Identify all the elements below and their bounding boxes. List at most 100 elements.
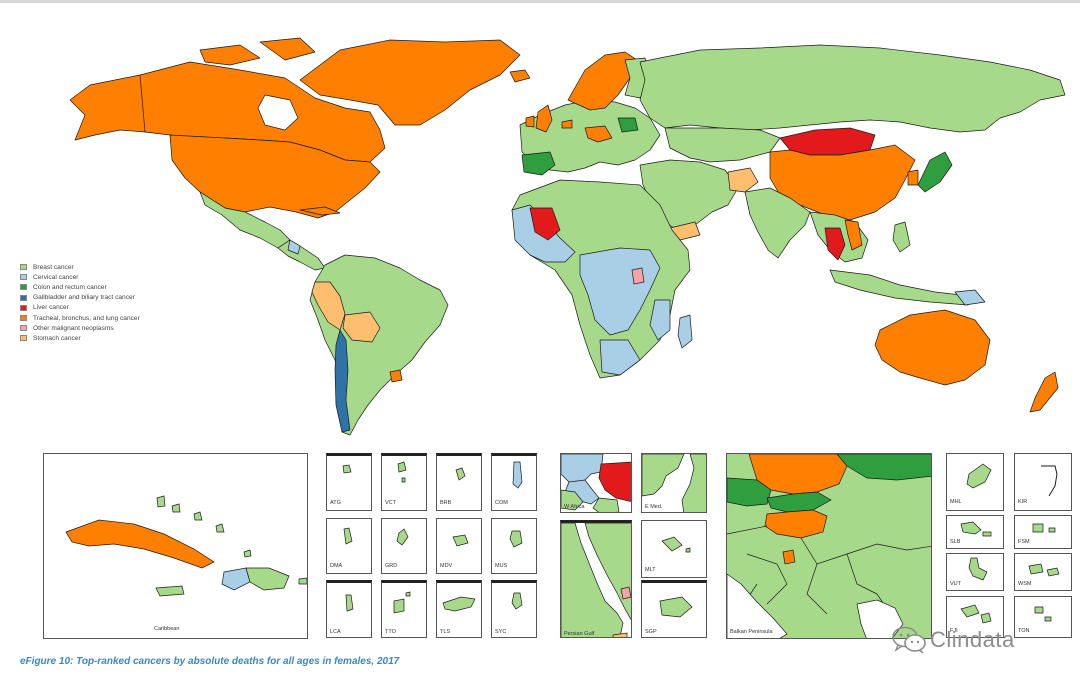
legend-swatch bbox=[20, 304, 27, 311]
inset-label: LCA bbox=[330, 629, 341, 635]
united-kingdom bbox=[535, 104, 553, 133]
qatar-other bbox=[620, 586, 631, 600]
inset-SYC: SYC bbox=[491, 580, 537, 638]
inset-label: VCT bbox=[385, 500, 396, 506]
island-shape bbox=[1032, 523, 1056, 533]
inset-label: BRB bbox=[440, 500, 452, 506]
korea bbox=[907, 169, 919, 186]
legend-item: Cervical cancer bbox=[20, 272, 140, 282]
alaska bbox=[69, 74, 146, 141]
island-shape bbox=[1034, 606, 1052, 622]
figure-caption: eFigure 10: Top-ranked cancers by absolu… bbox=[20, 656, 400, 667]
inset-BRB: BRB bbox=[436, 453, 482, 511]
arctic-island bbox=[199, 44, 261, 66]
legend-item: Colon and rectum cancer bbox=[20, 282, 140, 292]
chile bbox=[334, 329, 351, 433]
inset-TTO: TTO bbox=[381, 580, 427, 638]
inset-label: E Med. bbox=[645, 504, 663, 510]
central-america bbox=[277, 239, 326, 271]
island-shape bbox=[455, 467, 466, 481]
inset-label: MUS bbox=[495, 563, 508, 569]
inset-label: FSM bbox=[1018, 539, 1030, 545]
india bbox=[744, 187, 811, 259]
inset-label: Caribbean bbox=[154, 626, 180, 632]
inset-MHL: MHL bbox=[946, 453, 1004, 511]
island-shape bbox=[968, 557, 988, 581]
ireland bbox=[525, 115, 535, 128]
inset-DMA: DMA bbox=[326, 518, 372, 574]
legend-label: Cervical cancer bbox=[33, 273, 79, 281]
inset-e-med: E Med. bbox=[641, 453, 707, 513]
map-legend: Breast cancer Cervical cancer Colon and … bbox=[20, 262, 140, 344]
inset-LCA: LCA bbox=[326, 580, 372, 638]
inset-WSM: WSM bbox=[1014, 553, 1072, 591]
island-shape bbox=[509, 530, 523, 548]
inset-COM: COM bbox=[491, 453, 537, 511]
legend-swatch bbox=[20, 325, 27, 332]
guinea-bissau bbox=[561, 489, 584, 511]
watermark-text: Clindata bbox=[930, 627, 1015, 652]
legend-item: Gallbladder and biliary tract cancer bbox=[20, 293, 140, 303]
inset-MLT: MLT bbox=[641, 520, 707, 578]
island-shape bbox=[960, 604, 992, 624]
puerto-rico-inset bbox=[298, 577, 307, 585]
inset-FSM: FSM bbox=[1014, 515, 1072, 549]
island-shape bbox=[960, 521, 992, 537]
south-america bbox=[309, 254, 449, 436]
inset-label: MLT bbox=[645, 567, 656, 573]
small-island-inset bbox=[243, 549, 252, 558]
bahamas-inset bbox=[193, 511, 203, 521]
inset-label: ATG bbox=[330, 500, 341, 506]
legend-swatch bbox=[20, 315, 27, 322]
legend-label: Liver cancer bbox=[33, 304, 69, 312]
belarus-balkan bbox=[836, 454, 931, 481]
indonesia bbox=[829, 269, 971, 306]
wechat-icon bbox=[892, 626, 926, 654]
madagascar bbox=[677, 314, 693, 349]
island-shape bbox=[342, 464, 352, 474]
uruguay bbox=[389, 369, 403, 383]
philippines bbox=[892, 221, 911, 253]
central-asia bbox=[664, 127, 781, 163]
inset-label: W Africa bbox=[564, 504, 585, 510]
inset-label: MHL bbox=[950, 499, 962, 505]
island-shape bbox=[393, 591, 411, 614]
senegal bbox=[561, 454, 604, 485]
gulf-land-east bbox=[584, 523, 631, 621]
mali bbox=[529, 207, 561, 241]
e-med-land bbox=[681, 454, 706, 512]
island-shape bbox=[512, 461, 523, 489]
inset-label: GRD bbox=[385, 563, 398, 569]
legend-swatch bbox=[20, 274, 27, 281]
island-shape bbox=[397, 461, 407, 483]
spain bbox=[521, 151, 556, 176]
sierra-leone bbox=[592, 497, 620, 512]
southern-africa bbox=[599, 339, 641, 376]
top-border bbox=[0, 0, 1080, 3]
inset-w-africa: W Africa bbox=[560, 453, 632, 513]
slovakia-balkan bbox=[766, 491, 832, 513]
legend-swatch bbox=[20, 284, 27, 291]
island-shape bbox=[1028, 563, 1060, 577]
caribbean-map bbox=[65, 495, 307, 597]
inset-caribbean: Caribbean bbox=[43, 453, 308, 639]
legend-item: Liver cancer bbox=[20, 303, 140, 313]
inset-label: WSM bbox=[1018, 581, 1032, 587]
inset-label: SYC bbox=[495, 629, 507, 635]
inset-TON: TON bbox=[1014, 596, 1072, 638]
greenland bbox=[299, 39, 521, 126]
bahamas-inset bbox=[215, 523, 225, 533]
haiti-inset bbox=[221, 567, 251, 591]
bahamas-inset bbox=[156, 495, 166, 508]
new-zealand bbox=[1029, 371, 1059, 413]
inset-TLS: TLS bbox=[436, 580, 482, 638]
island-shape bbox=[966, 463, 992, 489]
hungary-balkan bbox=[764, 509, 828, 539]
island-shape bbox=[396, 528, 409, 546]
central-europe bbox=[584, 125, 613, 143]
inset-label: COM bbox=[495, 500, 508, 506]
inset-VUT: VUT bbox=[946, 553, 1004, 591]
inset-SLB: SLB bbox=[946, 515, 1004, 549]
belarus bbox=[617, 117, 639, 133]
cuba-inset bbox=[65, 519, 215, 569]
